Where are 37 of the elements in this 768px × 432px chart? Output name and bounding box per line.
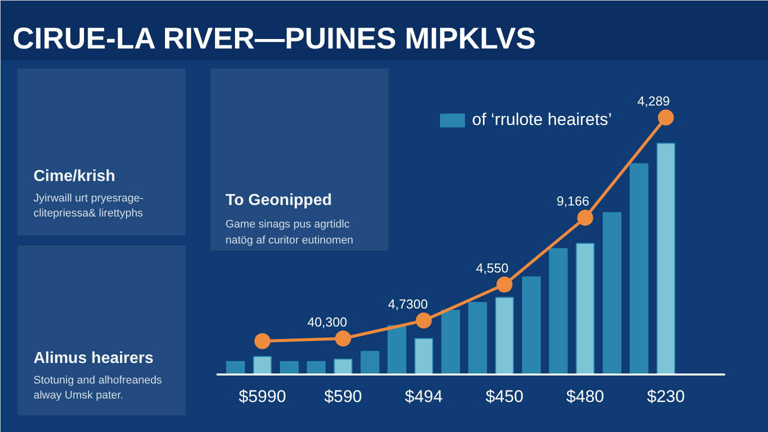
text: alway Umsk pater. [34,390,124,402]
x-tick-label: $230 [646,387,685,406]
annotation: Game sinags pus agrtidlc [226,218,350,230]
chart-title: CIRUE-LA RIVER—PUINES MIPKLVS [12,22,536,56]
text: Cime/krish [34,168,116,185]
bar [548,248,568,375]
x-tick-label: $450 [486,387,524,406]
x-tick-label: $590 [324,387,362,406]
bar [576,242,595,375]
bar [226,361,245,375]
bar [468,302,487,375]
bar [602,212,622,375]
bar [522,276,541,375]
annotation: 4,7300 [388,296,428,312]
bar [630,163,648,375]
bar [495,296,514,375]
bar [414,338,434,375]
x-tick-label: $494 [404,387,443,406]
text: Jyirwaill urt pryesrage- [34,192,144,204]
annotation: 40,300 [307,314,348,330]
bar [441,310,460,375]
annotation: natög af curitor eutinomen [226,234,354,246]
text: clitepriessa& lirettyphs [34,208,144,220]
bar [360,350,380,375]
bar [334,358,352,375]
text: Stotunig and alhofreaneds [34,374,162,386]
text: Alimus heairers [34,350,154,367]
bar [253,356,272,375]
x-tick-label: $5990 [238,387,286,406]
x-tick-label: $480 [566,387,604,406]
annotation: To Geonipped [226,192,332,209]
bar [388,325,406,375]
annotation: 4,550 [476,260,509,276]
bar [656,142,676,375]
annotation: 9,166 [556,194,590,209]
annotation: 4,289 [637,94,670,108]
legend-label: of ‘rrulote heairets’ [472,110,612,130]
